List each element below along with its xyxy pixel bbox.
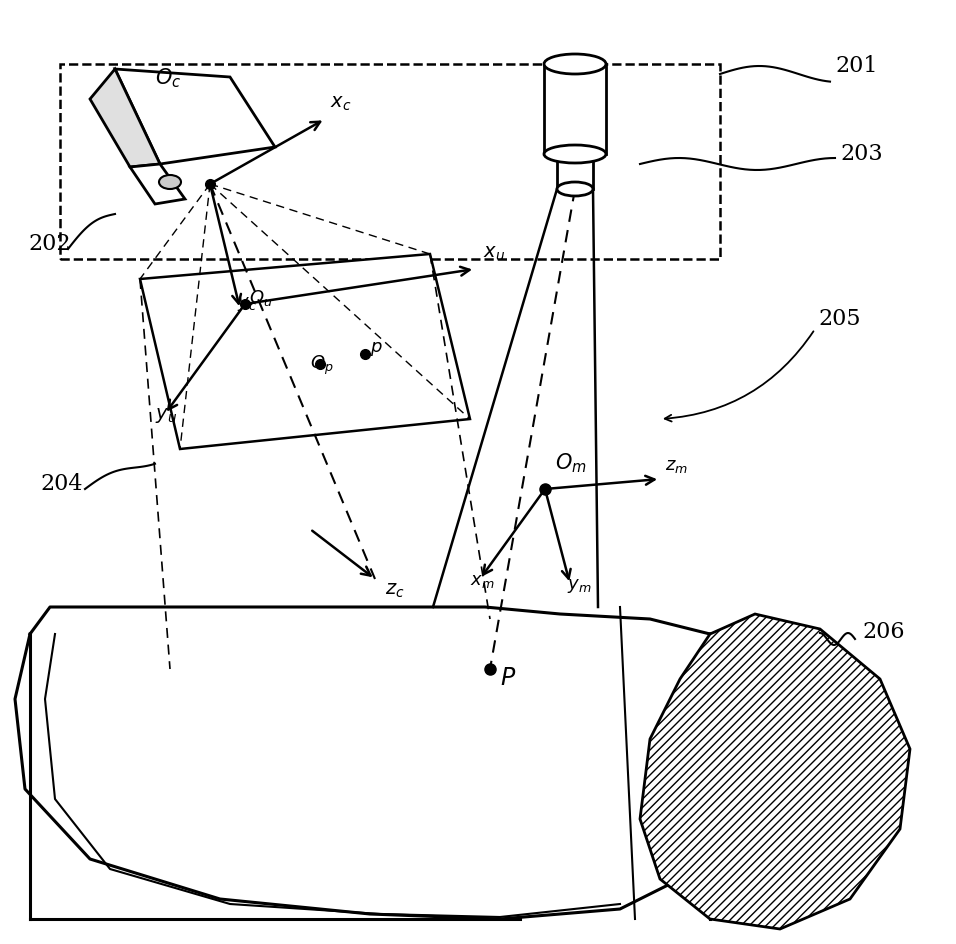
- Polygon shape: [140, 255, 470, 449]
- Text: $z_c$: $z_c$: [385, 582, 404, 599]
- Polygon shape: [640, 615, 910, 929]
- Ellipse shape: [544, 145, 606, 164]
- Polygon shape: [115, 70, 275, 165]
- Text: 201: 201: [835, 55, 878, 76]
- Text: $x_u$: $x_u$: [483, 244, 505, 262]
- Text: $P$: $P$: [500, 666, 516, 689]
- Text: $y_m$: $y_m$: [567, 577, 592, 595]
- Text: $p$: $p$: [370, 340, 382, 358]
- Bar: [557, 155, 593, 190]
- Polygon shape: [90, 70, 160, 168]
- Text: 202: 202: [28, 233, 71, 255]
- Text: $y_c$: $y_c$: [237, 295, 257, 312]
- Text: $y_u$: $y_u$: [155, 406, 177, 425]
- Text: 206: 206: [862, 620, 904, 642]
- Text: $O_u$: $O_u$: [249, 288, 272, 308]
- Text: $O_m$: $O_m$: [555, 451, 587, 475]
- Ellipse shape: [557, 183, 593, 196]
- Ellipse shape: [544, 55, 606, 75]
- FancyArrowPatch shape: [664, 332, 814, 422]
- Polygon shape: [130, 165, 185, 205]
- Text: $z_m$: $z_m$: [665, 457, 688, 475]
- Text: 203: 203: [840, 143, 882, 165]
- Text: $x_c$: $x_c$: [330, 94, 352, 113]
- Text: $O_p$: $O_p$: [310, 353, 334, 377]
- Ellipse shape: [159, 176, 181, 190]
- Bar: [60, 65, 720, 260]
- Text: 204: 204: [40, 473, 82, 495]
- Text: $x_m$: $x_m$: [470, 571, 494, 589]
- Text: 205: 205: [818, 308, 860, 329]
- Bar: [544, 65, 606, 155]
- Text: $O_c$: $O_c$: [155, 66, 182, 90]
